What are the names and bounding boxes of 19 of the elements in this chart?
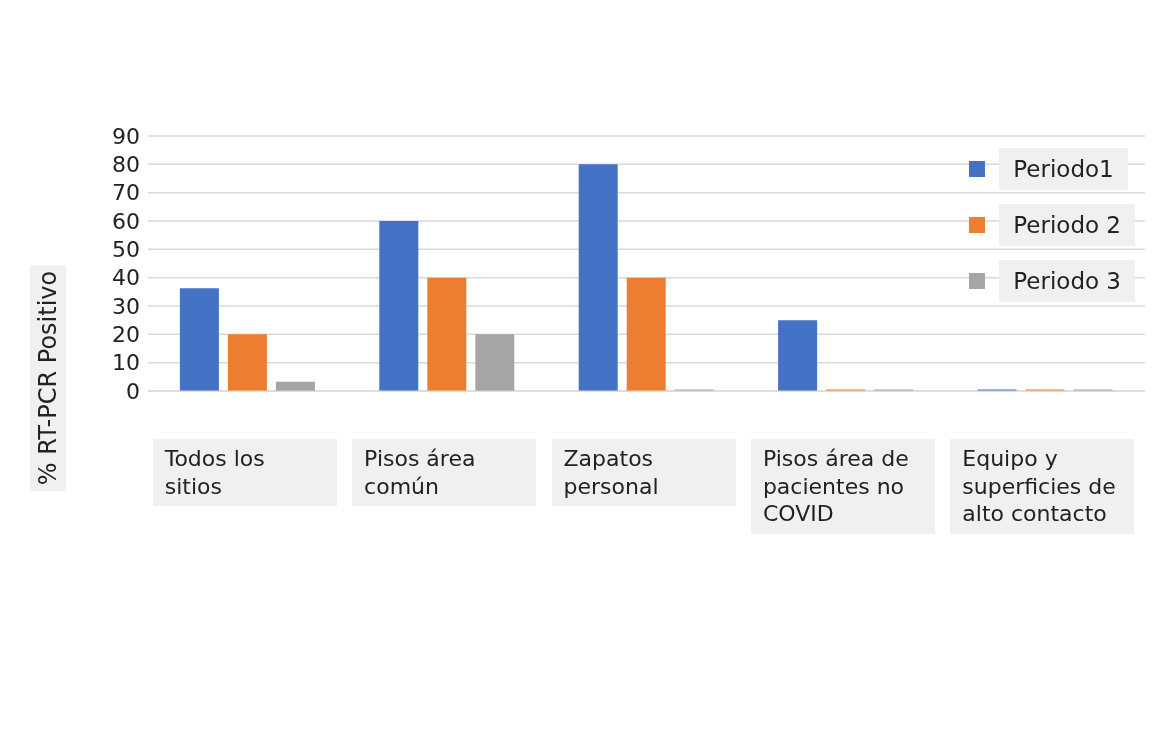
y-tick-label: 10 xyxy=(112,350,140,376)
y-tick-label: 70 xyxy=(112,180,140,206)
x-tick-label: Todos los sitios xyxy=(152,439,337,506)
y-tick-label: 60 xyxy=(112,208,140,234)
y-tick-label: 90 xyxy=(112,123,140,149)
y-tick-label: 20 xyxy=(112,322,140,348)
y-tick-label: 80 xyxy=(112,152,140,178)
y-tick-label: 40 xyxy=(112,265,140,291)
y-tick-label: 50 xyxy=(112,237,140,263)
legend-label: Periodo 3 xyxy=(999,260,1135,302)
x-tick-label: Pisos área común xyxy=(352,439,537,506)
x-tick-label: Equipo y superficies de alto contacto xyxy=(950,439,1135,534)
y-axis-title: % RT-PCR Positivo xyxy=(30,264,66,492)
x-tick-label: Pisos área de pacientes no COVID xyxy=(750,439,935,534)
y-tick-label: 30 xyxy=(112,293,140,319)
legend-label: Periodo 2 xyxy=(999,204,1135,246)
y-tick-label: 0 xyxy=(126,378,140,404)
x-tick-label: Zapatos personal xyxy=(551,439,736,506)
legend-label: Periodo1 xyxy=(999,148,1128,190)
